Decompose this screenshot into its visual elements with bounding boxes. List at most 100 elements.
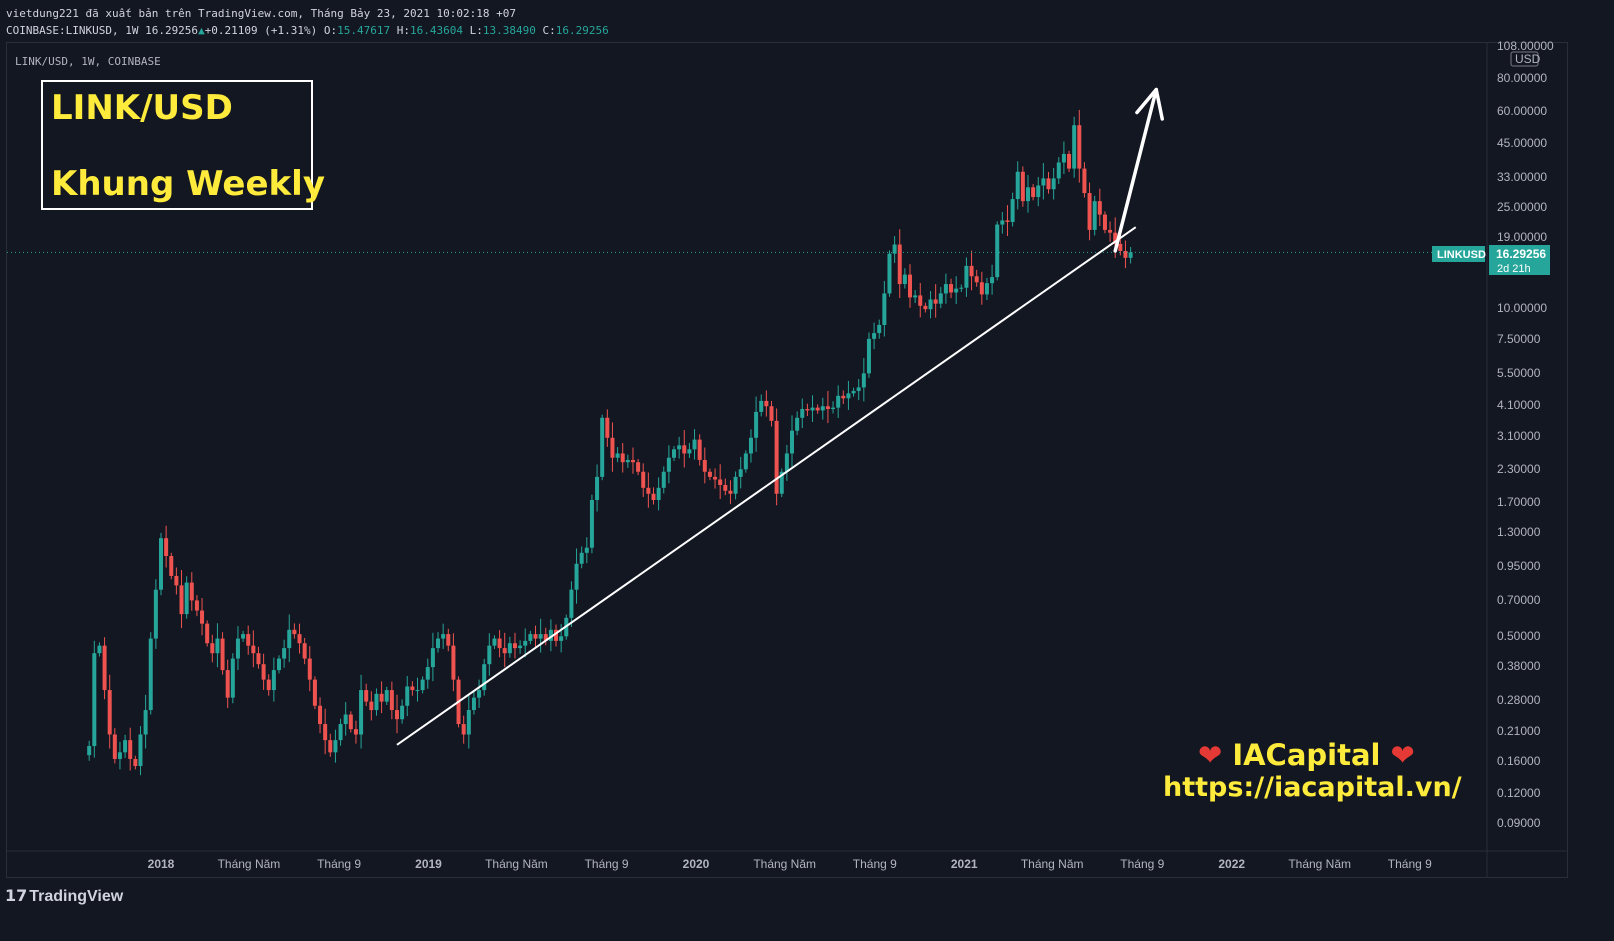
candle-body	[466, 710, 471, 735]
candle	[451, 633, 456, 692]
candle-body	[846, 393, 851, 399]
candle-body	[1036, 185, 1041, 198]
brand-url[interactable]: https://iacapital.vn/	[1163, 772, 1462, 803]
time-tick-label: Tháng 9	[1388, 857, 1432, 871]
candle-body	[394, 710, 399, 720]
candle	[928, 291, 933, 319]
candle	[153, 579, 158, 649]
candle-body	[1010, 199, 1015, 222]
candle-body	[220, 638, 225, 671]
candle	[636, 458, 641, 476]
candle-body	[641, 471, 646, 488]
candle-body	[271, 670, 276, 691]
candle-body	[451, 645, 456, 680]
candle-body	[1015, 171, 1020, 200]
candle	[138, 726, 143, 776]
candle	[964, 257, 969, 297]
candle	[538, 618, 543, 653]
candle-body	[831, 407, 836, 410]
candle-body	[533, 634, 538, 639]
time-tick-label: Tháng 9	[317, 857, 361, 871]
candle-body	[964, 265, 969, 288]
tradingview-logo-icon: 17	[5, 886, 28, 905]
candle	[877, 319, 882, 339]
candle	[1097, 188, 1102, 227]
candle-body	[790, 430, 795, 454]
candle-body	[897, 244, 902, 285]
price-tick-label: 0.50000	[1497, 629, 1541, 643]
price-tick-label: 108.00000	[1497, 39, 1554, 53]
title-line-1: LINK/USD	[51, 88, 233, 128]
candle-body	[1056, 162, 1061, 179]
candle	[872, 322, 877, 350]
candle-body	[420, 679, 425, 691]
low-label: L:	[469, 24, 483, 37]
candle	[651, 487, 656, 505]
candle-body	[692, 439, 697, 450]
candle	[271, 657, 276, 702]
candle-body	[97, 645, 102, 654]
candle-body	[882, 293, 887, 325]
chart-frame[interactable]	[6, 42, 1568, 878]
candle-body	[215, 638, 220, 654]
candle	[389, 681, 394, 720]
candle	[661, 466, 666, 494]
candle-body	[702, 459, 707, 472]
candle-body	[543, 634, 548, 641]
candle-body	[1123, 250, 1128, 258]
candle-body	[672, 449, 677, 458]
price-tick-label: 7.50000	[1497, 332, 1541, 346]
price-tick-label: 0.28000	[1497, 693, 1541, 707]
candle	[605, 409, 610, 447]
open-value: 15.47617	[337, 24, 391, 37]
candle	[282, 639, 287, 668]
candle-body	[805, 409, 810, 411]
candle-body	[512, 643, 517, 649]
candle-body	[923, 305, 928, 310]
candle	[1067, 150, 1072, 172]
candle	[220, 632, 225, 675]
candle	[1000, 212, 1005, 234]
price-tick-label: 0.12000	[1497, 786, 1541, 800]
candle-body	[841, 395, 846, 399]
candle-body	[410, 686, 415, 691]
title-line-2: Khung Weekly	[51, 164, 325, 204]
candle	[784, 445, 789, 481]
tradingview-footer[interactable]: 17 TradingView	[5, 886, 123, 906]
candle	[1020, 166, 1025, 207]
candle-body	[620, 453, 625, 463]
candle-body	[348, 714, 353, 730]
candle-body	[343, 714, 348, 725]
candle	[759, 394, 764, 417]
candle	[1036, 177, 1041, 207]
candle-body	[743, 453, 748, 470]
candle	[143, 694, 148, 749]
price-tick-label: 10.00000	[1497, 301, 1547, 315]
candle-body	[461, 724, 466, 735]
price-tick-label: 2.30000	[1497, 462, 1541, 476]
candle	[528, 630, 533, 645]
candle-body	[1031, 187, 1036, 198]
annotations-layer	[7, 87, 1432, 746]
candle-body	[266, 679, 271, 691]
time-tick-label: Tháng 9	[585, 857, 629, 871]
candle-body	[415, 690, 420, 692]
candle	[133, 755, 138, 770]
candle	[533, 625, 538, 648]
candle	[169, 552, 174, 580]
candle-body	[774, 420, 779, 494]
publish-info: vietdung221 đã xuất bản trên TradingView…	[6, 7, 516, 20]
candle-body	[1025, 187, 1030, 202]
candle-body	[1097, 201, 1102, 215]
candle-body	[990, 277, 995, 284]
candle-body	[754, 411, 759, 438]
candle-body	[251, 645, 256, 654]
candle	[913, 290, 918, 304]
candle-body	[902, 274, 907, 285]
candle	[743, 450, 748, 473]
candle	[918, 282, 923, 318]
candle-body	[748, 437, 753, 454]
candle-body	[666, 457, 671, 472]
price-tick-label: 60.00000	[1497, 104, 1547, 118]
